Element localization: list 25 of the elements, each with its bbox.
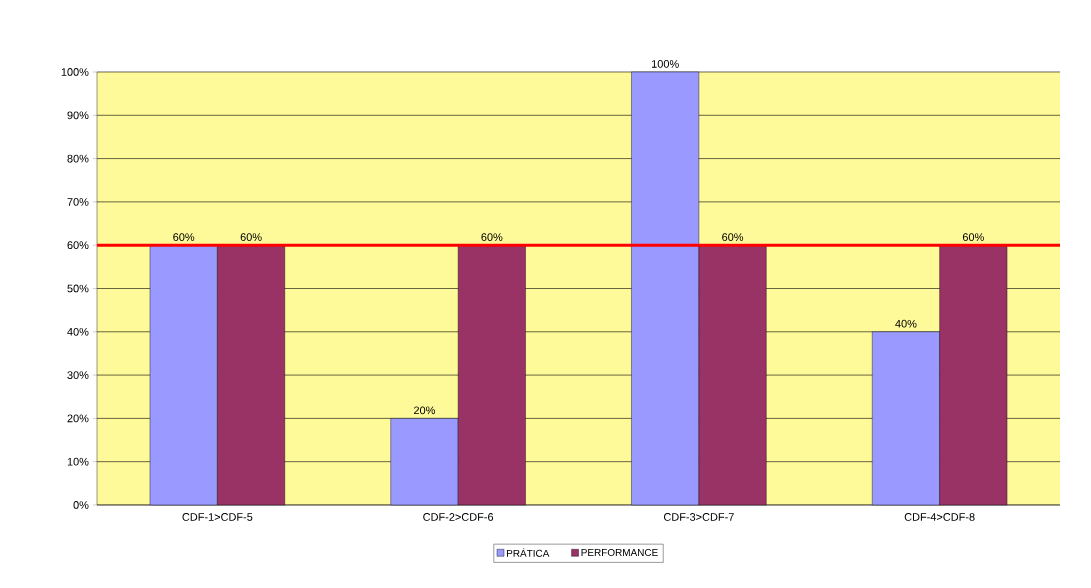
data-label: 20% [414, 406, 435, 415]
y-tick-label: 100% [61, 68, 89, 76]
y-tick-label: 80% [67, 154, 89, 163]
x-tick-label: CDF-2>CDF-6 [423, 513, 494, 521]
x-tick-label: CDF-1>CDF-5 [182, 513, 253, 521]
data-label: 40% [895, 319, 917, 328]
y-tick-label: 60% [67, 241, 89, 250]
data-label: 60% [722, 233, 744, 241]
y-tick-label: 10% [67, 457, 89, 466]
x-tick-label: CDF-3>CDF-7 [663, 513, 734, 521]
data-label: 60% [173, 233, 195, 241]
x-tick-label: CDF-4>CDF-8 [904, 513, 975, 521]
y-tick-label: 0% [73, 501, 89, 509]
data-label: 60% [240, 233, 262, 241]
y-tick-label: 40% [67, 327, 89, 336]
y-tick-label: 30% [67, 371, 89, 379]
data-label: 60% [962, 233, 984, 241]
y-tick-label: 50% [67, 284, 89, 293]
data-label: 60% [481, 233, 503, 241]
legend-label: PRÁTICA [506, 548, 550, 557]
y-tick-label: 90% [67, 111, 89, 120]
legend-label: PERFORMANCE [581, 548, 658, 557]
y-tick-label: 70% [67, 198, 89, 206]
y-tick-label: 20% [67, 414, 89, 423]
data-label: 100% [651, 60, 679, 68]
